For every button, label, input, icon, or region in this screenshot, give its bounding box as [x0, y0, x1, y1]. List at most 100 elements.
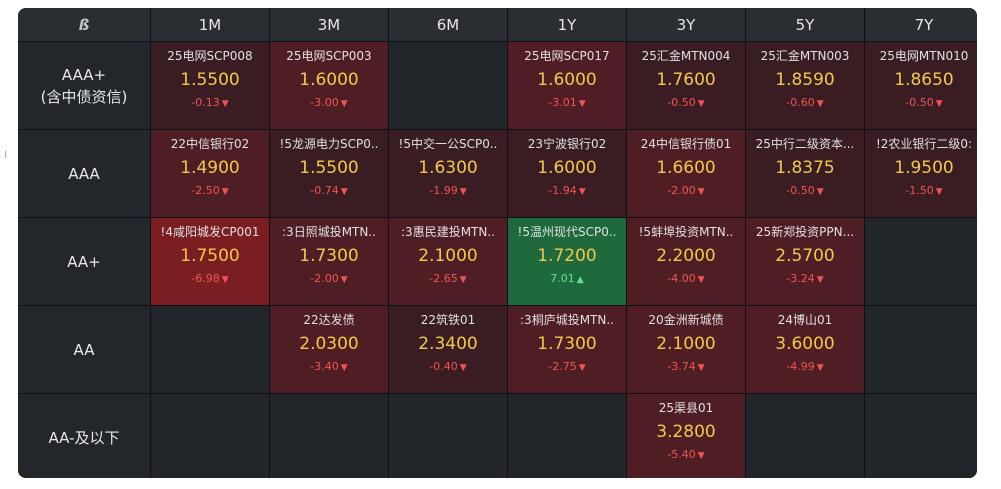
rate-change: -0.50 ▼ — [905, 95, 942, 111]
bond-cell[interactable]: :3日照城投MTN.. 1.7300 -2.00 ▼ — [270, 218, 388, 305]
column-header-1m[interactable]: 1M — [151, 8, 269, 41]
drag-handle-icon[interactable]: ⁞ — [4, 150, 8, 161]
bond-name: 25电网MTN010 — [879, 49, 969, 63]
bond-name: 25电网SCP003 — [286, 49, 372, 63]
bond-rate: 3.6000 — [775, 334, 835, 354]
column-header-5y[interactable]: 5Y — [746, 8, 864, 41]
arrow-down-icon: ▼ — [221, 99, 229, 109]
bond-rate: 1.7200 — [537, 246, 597, 266]
bond-cell[interactable]: 25渠县01 3.2800 -5.40 ▼ — [627, 394, 745, 478]
rate-change-value: -3.00 — [310, 96, 339, 109]
rate-change-value: -0.40 — [429, 360, 458, 373]
bond-name: 24中信银行债01 — [640, 137, 732, 151]
rate-change-value: -0.13 — [191, 96, 220, 109]
bond-name: 22中信银行02 — [170, 137, 250, 151]
bond-name: 20金洲新城债 — [648, 313, 724, 327]
rate-change: -3.40 ▼ — [310, 359, 347, 375]
column-header-3y[interactable]: 3Y — [627, 8, 745, 41]
rate-change-value: -3.74 — [667, 360, 696, 373]
column-header-1y[interactable]: 1Y — [508, 8, 626, 41]
arrow-down-icon: ▼ — [459, 275, 467, 285]
rate-change: -0.13 ▼ — [191, 95, 228, 111]
bond-cell[interactable]: !5温州现代SCP0.. 1.7200 7.01 ▲ — [508, 218, 626, 305]
bond-cell[interactable]: 25汇金MTN004 1.7600 -0.50 ▼ — [627, 42, 745, 129]
rate-change: -1.50 ▼ — [905, 183, 942, 199]
bond-cell[interactable]: !2农业银行二级0: 1.9500 -1.50 ▼ — [865, 130, 977, 217]
rate-change: -2.00 ▼ — [667, 183, 704, 199]
bond-name: !5温州现代SCP0.. — [517, 225, 617, 239]
arrow-down-icon: ▼ — [578, 99, 586, 109]
bond-cell[interactable]: 22达发债 2.0300 -3.40 ▼ — [270, 306, 388, 393]
rate-change-value: -2.00 — [667, 184, 696, 197]
bond-name: 25电网SCP008 — [167, 49, 253, 63]
empty-cell — [508, 394, 626, 478]
bond-cell[interactable]: !5中交一公SCP0.. 1.6300 -1.99 ▼ — [389, 130, 507, 217]
rate-change-value: -3.40 — [310, 360, 339, 373]
bond-cell[interactable]: !5龙源电力SCP0.. 1.5500 -0.74 ▼ — [270, 130, 388, 217]
bond-cell[interactable]: 25新郑投资PPN... 2.5700 -3.24 ▼ — [746, 218, 864, 305]
bond-cell[interactable]: 20金洲新城债 2.1000 -3.74 ▼ — [627, 306, 745, 393]
column-header-6m[interactable]: 6M — [389, 8, 507, 41]
arrow-down-icon: ▼ — [340, 99, 348, 109]
rate-change: -1.94 ▼ — [548, 183, 585, 199]
bond-rate: 1.5500 — [180, 70, 240, 90]
empty-cell — [389, 42, 507, 129]
arrow-down-icon: ▼ — [935, 187, 943, 197]
rating-row-label: AAA+ (含中债资信) — [18, 42, 150, 129]
bond-name: 25中行二级资本... — [755, 137, 855, 151]
rate-change-value: -6.98 — [191, 272, 220, 285]
rating-label-line2: (含中债资信) — [40, 87, 128, 106]
bond-name: !5中交一公SCP0.. — [398, 137, 498, 151]
empty-cell — [865, 306, 977, 393]
bond-name: 25汇金MTN004 — [641, 49, 731, 63]
rate-change: -0.50 ▼ — [667, 95, 704, 111]
arrow-down-icon: ▼ — [697, 99, 705, 109]
rate-change: -4.99 ▼ — [786, 359, 823, 375]
bond-name: 24博山01 — [777, 313, 833, 327]
bond-rate: 1.6000 — [537, 158, 597, 178]
bond-cell[interactable]: 24中信银行债01 1.6600 -2.00 ▼ — [627, 130, 745, 217]
bond-rate: 1.8650 — [894, 70, 954, 90]
arrow-down-icon: ▼ — [340, 275, 348, 285]
bond-cell[interactable]: 23宁波银行02 1.6000 -1.94 ▼ — [508, 130, 626, 217]
rate-change: -1.99 ▼ — [429, 183, 466, 199]
bond-cell[interactable]: 25电网SCP003 1.6000 -3.00 ▼ — [270, 42, 388, 129]
rate-change: -3.74 ▼ — [667, 359, 704, 375]
bond-cell[interactable]: 22中信银行02 1.4900 -2.50 ▼ — [151, 130, 269, 217]
bond-rate: 1.6300 — [418, 158, 478, 178]
column-header-3m[interactable]: 3M — [270, 8, 388, 41]
rate-change-value: -0.50 — [786, 184, 815, 197]
bond-rate: 1.9500 — [894, 158, 954, 178]
rating-label-line1: AAA — [68, 164, 100, 183]
rate-change: -4.00 ▼ — [667, 271, 704, 287]
empty-cell — [865, 218, 977, 305]
arrow-down-icon: ▼ — [935, 99, 943, 109]
rate-change-value: 7.01 — [550, 272, 575, 285]
bond-cell[interactable]: :3桐庐城投MTN.. 1.7300 -2.75 ▼ — [508, 306, 626, 393]
bond-rate: 1.6000 — [299, 70, 359, 90]
rating-row-label: AAA — [18, 130, 150, 217]
bond-cell[interactable]: 25电网SCP017 1.6000 -3.01 ▼ — [508, 42, 626, 129]
yield-grid: ß 1M 3M 6M 1Y 3Y 5Y 7Y AAA+ (含中债资信) 25电网SC… — [18, 8, 977, 478]
bond-cell[interactable]: !5蚌埠投资MTN.. 2.2000 -4.00 ▼ — [627, 218, 745, 305]
bond-cell[interactable]: 25中行二级资本... 1.8375 -0.50 ▼ — [746, 130, 864, 217]
bond-name: 25电网SCP017 — [524, 49, 610, 63]
bond-cell[interactable]: 24博山01 3.6000 -4.99 ▼ — [746, 306, 864, 393]
bond-cell[interactable]: 25汇金MTN003 1.8590 -0.60 ▼ — [746, 42, 864, 129]
bond-rate: 1.5500 — [299, 158, 359, 178]
empty-cell — [270, 394, 388, 478]
rating-row-label: AA-及以下 — [18, 394, 150, 478]
bond-rate: 1.8375 — [775, 158, 835, 178]
bond-cell[interactable]: !4咸阳城发CP001 1.7500 -6.98 ▼ — [151, 218, 269, 305]
bond-cell[interactable]: 25电网MTN010 1.8650 -0.50 ▼ — [865, 42, 977, 129]
bond-cell[interactable]: :3惠民建投MTN.. 2.1000 -2.65 ▼ — [389, 218, 507, 305]
bond-cell[interactable]: 22筑铁01 2.3400 -0.40 ▼ — [389, 306, 507, 393]
bond-cell[interactable]: 25电网SCP008 1.5500 -0.13 ▼ — [151, 42, 269, 129]
bond-yield-matrix-panel: ß 1M 3M 6M 1Y 3Y 5Y 7Y AAA+ (含中债资信) 25电网SC… — [18, 8, 977, 478]
arrow-down-icon: ▼ — [697, 451, 705, 461]
bond-rate: 1.6000 — [537, 70, 597, 90]
column-header-7y[interactable]: 7Y — [865, 8, 977, 41]
rating-label-line1: AAA+ — [61, 65, 107, 84]
bond-rate: 2.1000 — [418, 246, 478, 266]
bond-rate: 3.2800 — [656, 422, 716, 442]
